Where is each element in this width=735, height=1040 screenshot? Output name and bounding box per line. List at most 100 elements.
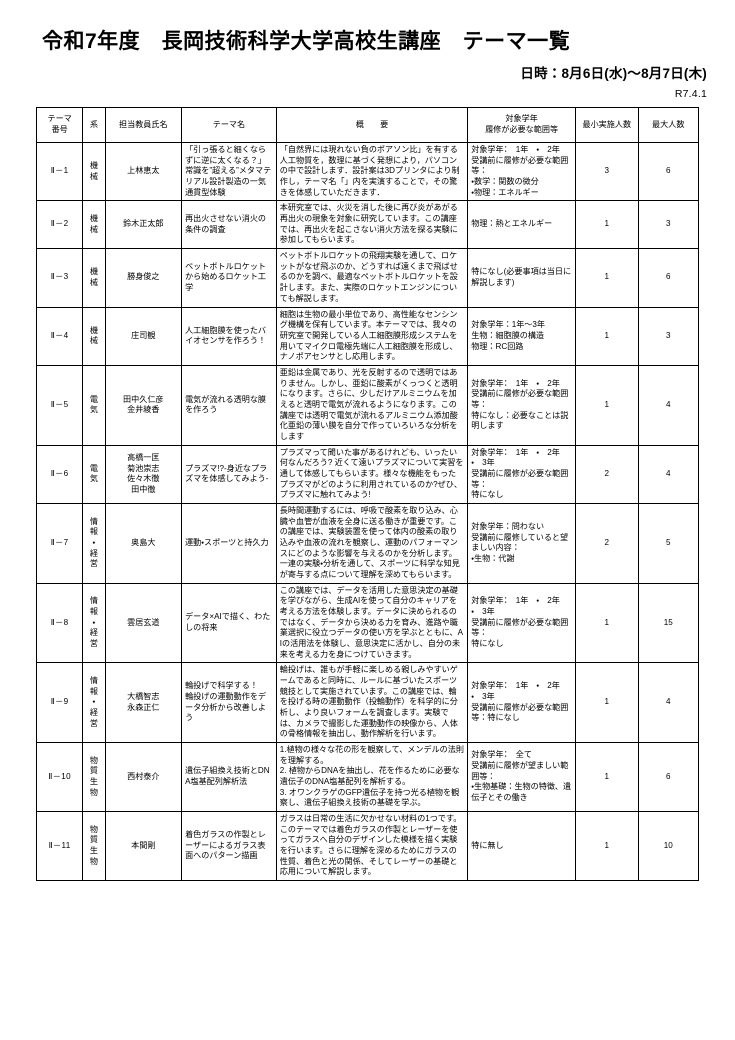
cell-theme-number: Ⅱ－2 [35,200,84,250]
cell-theme-name: 輪投げで科学する！ 輪投げの運動動作をデータ分析から改善しよう [181,662,277,744]
table-header: テーマ 番号 系 担当教員氏名 テーマ名 概 要 対象学年 履修が必要な範囲等 … [35,107,699,144]
cell-theme-number: Ⅱ－6 [35,444,84,504]
table-row: Ⅱ－11 物 質 生 物本間剛 着色ガラスの作製とレーザーによるガラス表面へのパター… [35,811,699,882]
cell-theme-name: データ×AIで描く、わたしの将来 [181,582,277,664]
col-header-department: 系 [82,107,106,144]
col-header-teacher-label: 担当教員氏名 [119,119,168,129]
cell-target-grade: 物理：熱とエネルギー [467,200,577,250]
col-header-max-count-label: 最大人数 [652,119,685,129]
cell-summary: プラズマって聞いた事があるけれども、いったい何なんだろう? 近くて遠いプラズマに… [275,444,469,504]
cell-min-count: 1 [575,811,639,882]
cell-department: 機 械 [82,248,106,308]
page-title: 令和7年度 長岡技術科学大学高校生講座 テーマ一覧 [42,30,571,53]
cell-teacher-name: 高橋一匡 菊池崇志 佐々木徹 田中徹 [104,444,183,504]
cell-department: 物 質 生 物 [82,811,106,882]
cell-theme-number: Ⅱ－5 [35,364,84,446]
table-body: Ⅱ－1 機 械上林恵太 「引っ張ると細くならずに逆に太くなる？」常識を”超える”メタ… [35,142,699,882]
cell-summary: 「自然界には現れない負のポアソン比」を有する人工物質を，数理に基づく発想により，… [275,142,469,202]
cell-teacher-name: 大橋智志 永森正仁 [104,662,183,744]
cell-max-count: 4 [637,444,699,504]
table-row: Ⅱ－7 情 報 ・ 経 営奥島大 運動・スポーツと持久力 長時間運動するには、呼吸で酸… [35,502,699,584]
cell-summary: 長時間運動するには、呼吸で酸素を取り込み、心臓や血管が血液を全身に送る働きが重要… [275,502,469,584]
cell-target-grade: 対象学年： 1年 ・ 2年 ・ 3年 受講前に履修が必要な範囲等： 特になし [467,444,577,504]
table-row: Ⅱ－10 物 質 生 物西村泰介 遺伝子組換え技術とDNA塩基配列解析法 1.植物の様… [35,742,699,813]
cell-max-count: 4 [637,662,699,744]
col-header-min-count: 最小実施人数 [575,107,639,144]
table-row: Ⅱ－4 機 械庄司観 人工細胞膜を使ったバイオセンサを作ろう！ 細胞は生物の最小単位で… [35,306,699,366]
col-header-min-count-label: 最小実施人数 [582,119,632,129]
cell-theme-name: 「引っ張ると細くならずに逆に太くなる？」常識を”超える”メタマテリアル設計製造の… [181,142,277,202]
cell-min-count: 2 [575,502,639,584]
cell-max-count: 3 [637,200,699,250]
col-header-grade-label: 対象学年 履修が必要な範囲等 [485,114,559,135]
cell-summary: 亜鉛は金属であり、光を反射するので透明ではありません。しかし、亜鉛に酸素がくっつ… [275,364,469,446]
cell-target-grade: 対象学年： 1年 ・ 2年 受講前に履修が必要な範囲等： ・数学：関数の微分 ・… [467,142,577,202]
col-header-max-count: 最大人数 [637,107,699,144]
cell-department: 機 械 [82,142,106,202]
cell-teacher-name: 雲居玄道 [104,582,183,664]
table-row: Ⅱ－2 機 械鈴木正太郎 再出火させない消火の条件の調査 本研究室では、火災を消した後… [35,200,699,250]
col-header-department-label: 系 [89,119,98,129]
cell-theme-name: 人工細胞膜を使ったバイオセンサを作ろう！ [181,306,277,366]
cell-min-count: 1 [575,306,639,366]
event-date-subtitle: 日時：8月6日(水)～8月7日(木) [520,66,707,82]
cell-theme-number: Ⅱ－8 [35,582,84,664]
cell-target-grade: 対象学年： 全て 受講前に履修が望ましい範囲等： ・生物基礎：生物の特徴、遺伝子… [467,742,577,813]
cell-max-count: 6 [637,248,699,308]
cell-max-count: 3 [637,306,699,366]
col-header-theme-name-label: テーマ名 [212,119,246,129]
cell-min-count: 1 [575,200,639,250]
cell-theme-number: Ⅱ－7 [35,502,84,584]
cell-min-count: 3 [575,142,639,202]
cell-min-count: 1 [575,248,639,308]
cell-target-grade: 対象学年： 1年 ・ 2年 受講前に履修が必要な範囲等： 特になし：必要なことは… [467,364,577,446]
cell-theme-number: Ⅱ－9 [35,662,84,744]
cell-teacher-name: 西村泰介 [104,742,183,813]
cell-department: 情 報 ・ 経 営 [82,582,106,664]
cell-target-grade: 対象学年： 1年 ・ 2年 ・ 3年 受講前に履修が必要な範囲等：特になし [467,662,577,744]
cell-min-count: 1 [575,582,639,664]
cell-summary: 1.植物の様々な花の形を観察して、メンデルの法則を理解する。 2. 植物からDN… [275,742,469,813]
cell-target-grade: 対象学年：1年～3年 生物：細胞膜の構造 物理：RC回路 [467,306,577,366]
cell-summary: ガラスは日常の生活に欠かせない材料の1つです。このテーマでは着色ガラスの作製とレ… [275,811,469,882]
cell-department: 電 気 [82,364,106,446]
cell-department: 機 械 [82,200,106,250]
cell-theme-name: 再出火させない消火の条件の調査 [181,200,277,250]
col-header-grade: 対象学年 履修が必要な範囲等 [467,107,577,144]
cell-teacher-name: 上林恵太 [104,142,183,202]
cell-target-grade: 特になし(必要事項は当日に解説します) [467,248,577,308]
cell-max-count: 10 [637,811,699,882]
col-header-teacher: 担当教員氏名 [104,107,183,144]
cell-theme-number: Ⅱ－4 [35,306,84,366]
table-row: Ⅱ－8 情 報 ・ 経 営雲居玄道 データ×AIで描く、わたしの将来 この講座では、デ… [35,582,699,664]
cell-theme-name: 着色ガラスの作製とレーザーによるガラス表面へのパターン描画 [181,811,277,882]
cell-theme-number: Ⅱ－11 [35,811,84,882]
cell-summary: ペットボトルロケットの飛翔実験を通して、ロケットがなぜ飛ぶのか、どうすれば遠くま… [275,248,469,308]
cell-theme-name: プラズマ!?-身近なプラズマを体感してみよう- [181,444,277,504]
cell-teacher-name: 本間剛 [104,811,183,882]
cell-max-count: 6 [637,142,699,202]
cell-teacher-name: 田中久仁彦 金井綾香 [104,364,183,446]
cell-summary: 輪投げは、誰もが手軽に楽しめる親しみやすいゲームであると同時に、ルールに基づいた… [275,662,469,744]
cell-department: 電 気 [82,444,106,504]
cell-max-count: 6 [637,742,699,813]
cell-theme-name: 電気が流れる透明な膜を作ろう [181,364,277,446]
cell-target-grade: 対象学年：問わない 受講前に履修していると望ましい内容： ・生物：代謝 [467,502,577,584]
cell-min-count: 1 [575,742,639,813]
cell-target-grade: 特に無し [467,811,577,882]
cell-theme-name: 遺伝子組換え技術とDNA塩基配列解析法 [181,742,277,813]
table-header-row: テーマ 番号 系 担当教員氏名 テーマ名 概 要 対象学年 履修が必要な範囲等 … [35,107,699,144]
cell-min-count: 2 [575,444,639,504]
theme-list-table: テーマ 番号 系 担当教員氏名 テーマ名 概 要 対象学年 履修が必要な範囲等 … [35,107,699,882]
col-header-summary-label: 概 要 [355,119,389,129]
table-row: Ⅱ－9 情 報 ・ 経 営大橋智志 永森正仁 輪投げで科学する！ 輪投げの運動動作を… [35,662,699,744]
revision-label: R7.4.1 [674,88,707,101]
col-header-theme-number-label: テーマ 番号 [47,114,72,135]
cell-department: 情 報 ・ 経 営 [82,662,106,744]
cell-max-count: 5 [637,502,699,584]
cell-theme-number: Ⅱ－10 [35,742,84,813]
cell-department: 機 械 [82,306,106,366]
cell-theme-number: Ⅱ－3 [35,248,84,308]
cell-teacher-name: 奥島大 [104,502,183,584]
